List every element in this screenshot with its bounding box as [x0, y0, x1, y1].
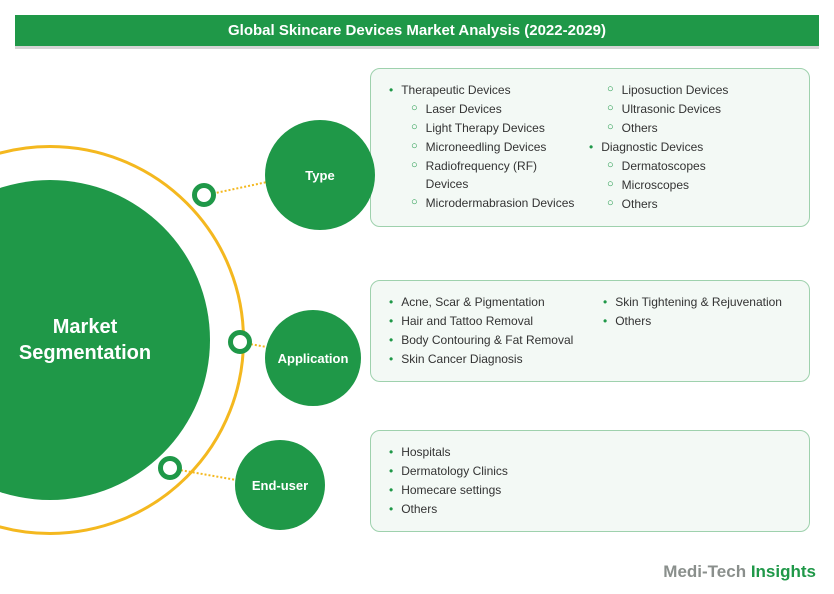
list-item: Dermatoscopes [599, 157, 795, 175]
list-item: Others [599, 312, 795, 330]
list-item: Microneedling Devices [385, 138, 581, 156]
list-item: Homecare settings [385, 481, 795, 499]
list-item: Microscopes [599, 176, 795, 194]
list-item: Radiofrequency (RF) Devices [385, 157, 581, 193]
orbit-node-type [192, 183, 216, 207]
page-title: Global Skincare Devices Market Analysis … [228, 22, 606, 39]
list-item: Others [599, 195, 795, 213]
list-item: Diagnostic Devices [585, 138, 795, 156]
list-item: Skin Tightening & Rejuvenation [599, 293, 795, 311]
list-item: Skin Cancer Diagnosis [385, 350, 581, 368]
category-circle-type: Type [265, 120, 375, 230]
list-item: Microdermabrasion Devices [385, 194, 581, 212]
panel-application: Acne, Scar & Pigmentation Hair and Tatto… [370, 280, 810, 382]
brand-logo: Medi-Tech Insights [663, 562, 816, 582]
category-circle-application: Application [265, 310, 361, 406]
list-item: Therapeutic Devices [385, 81, 581, 99]
title-bar: Global Skincare Devices Market Analysis … [15, 15, 819, 49]
brand-part1: Medi-Tech [663, 562, 751, 581]
center-label: MarketSegmentation [19, 314, 151, 366]
panel-type: Therapeutic Devices Laser Devices Light … [370, 68, 810, 227]
list-item: Others [385, 500, 795, 518]
list-item: Dermatology Clinics [385, 462, 795, 480]
list-item: Body Contouring & Fat Removal [385, 331, 581, 349]
category-label-type: Type [305, 168, 334, 183]
list-item: Others [599, 119, 795, 137]
orbit-node-application [228, 330, 252, 354]
list-item: Hospitals [385, 443, 795, 461]
list-item: Laser Devices [385, 100, 581, 118]
orbit-node-enduser [158, 456, 182, 480]
list-item: Light Therapy Devices [385, 119, 581, 137]
list-item: Hair and Tattoo Removal [385, 312, 581, 330]
list-item: Ultrasonic Devices [599, 100, 795, 118]
list-item: Acne, Scar & Pigmentation [385, 293, 581, 311]
category-label-application: Application [278, 351, 349, 366]
category-label-enduser: End-user [252, 478, 308, 493]
category-circle-enduser: End-user [235, 440, 325, 530]
brand-part2: Insights [751, 562, 816, 581]
list-item: Liposuction Devices [599, 81, 795, 99]
panel-enduser: Hospitals Dermatology Clinics Homecare s… [370, 430, 810, 532]
